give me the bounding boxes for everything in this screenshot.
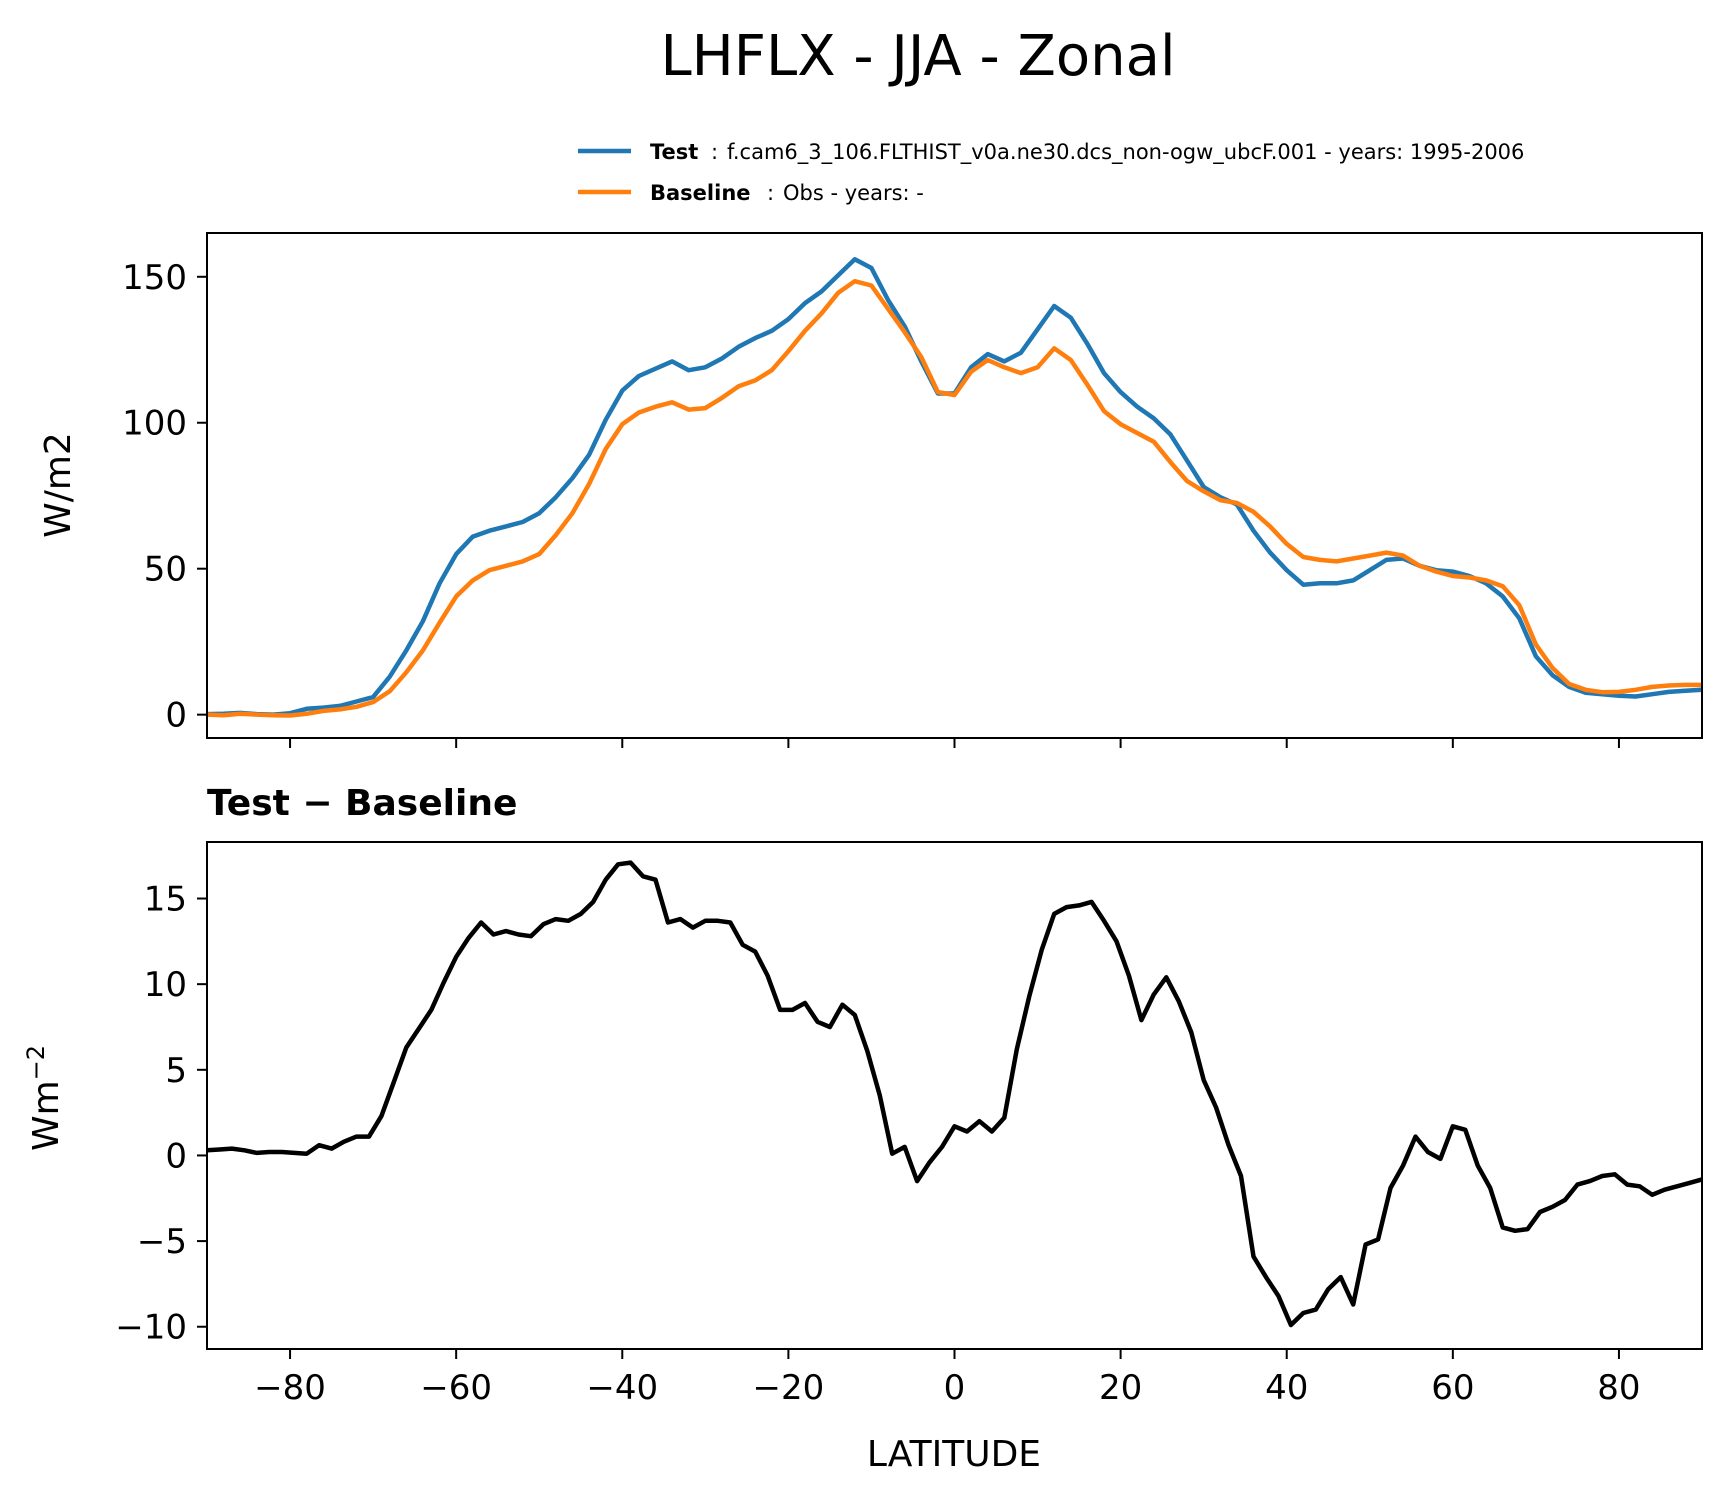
bottom-panel-frame — [206, 841, 1703, 1350]
bottom-ytick-label: 0 — [165, 1136, 187, 1176]
top-panel-ticks: 0 50 100 150 — [122, 258, 1620, 748]
bottom-ytick-label: 10 — [144, 965, 187, 1005]
bottom-xtick-label: −40 — [586, 1368, 658, 1408]
bottom-xtick-label: −20 — [753, 1368, 825, 1408]
top-ytick-label: 50 — [144, 550, 187, 590]
bottom-xtick-label: 40 — [1265, 1368, 1308, 1408]
bottom-ytick-label: 15 — [144, 880, 187, 920]
bottom-panel: Test − Baseline −10 −5 0 5 10 15 −80 −60 −40 −20 0… — [22, 783, 1703, 1475]
bottom-panel-xlabel: LATITUDE — [867, 1434, 1041, 1475]
figure-title: LHFLX - JJA - Zonal — [660, 24, 1175, 89]
top-ytick-label: 100 — [122, 404, 187, 444]
top-panel: 0 50 100 150 W/m2 — [38, 232, 1703, 748]
bottom-xtick-label: −80 — [254, 1368, 326, 1408]
legend-baseline-name: Baseline — [650, 181, 751, 205]
legend: Test : f.cam6_3_106.FLTHIST_v0a.ne30.dcs… — [578, 140, 1524, 205]
legend-test-name: Test — [650, 140, 698, 164]
top-panel-series — [206, 257, 1703, 718]
legend-test-label: f.cam6_3_106.FLTHIST_v0a.ne30.dcs_non-og… — [727, 140, 1524, 165]
bottom-ytick-label: −5 — [137, 1222, 187, 1262]
bottom-xtick-label: 20 — [1099, 1368, 1142, 1408]
bottom-xtick-label: 60 — [1431, 1368, 1474, 1408]
top-ytick-label: 0 — [165, 696, 187, 736]
bottom-xtick-label: −60 — [420, 1368, 492, 1408]
top-panel-ylabel: W/m2 — [38, 432, 79, 538]
bottom-xtick-label: 80 — [1597, 1368, 1640, 1408]
bottom-panel-title: Test − Baseline — [207, 783, 517, 824]
bottom-ytick-label: −10 — [115, 1308, 187, 1348]
legend-baseline-label: Obs - years: - — [783, 181, 924, 205]
bottom-xtick-label: 0 — [944, 1368, 966, 1408]
legend-test-separator: : — [711, 140, 718, 164]
top-panel-frame — [206, 232, 1703, 739]
top-series-baseline — [206, 278, 1702, 718]
bottom-series-difference — [206, 860, 1703, 1328]
top-ytick-label: 150 — [122, 258, 187, 298]
bottom-panel-ticks: −10 −5 0 5 10 15 −80 −60 −40 −20 0 20 40 60 80 — [115, 880, 1640, 1408]
legend-baseline-separator: : — [767, 181, 774, 205]
bottom-ytick-label: 5 — [165, 1051, 187, 1091]
bottom-panel-series — [206, 860, 1703, 1328]
